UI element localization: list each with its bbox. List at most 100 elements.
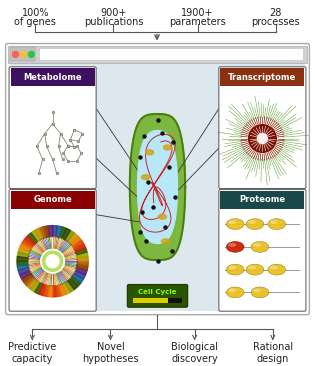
Ellipse shape: [226, 287, 244, 298]
Bar: [11, 68, 95, 86]
Text: of genes: of genes: [14, 17, 56, 27]
Ellipse shape: [253, 288, 261, 292]
Ellipse shape: [270, 266, 278, 270]
Polygon shape: [18, 268, 30, 275]
Ellipse shape: [228, 288, 236, 292]
Ellipse shape: [246, 219, 264, 229]
Circle shape: [257, 134, 267, 143]
Polygon shape: [27, 233, 37, 244]
FancyBboxPatch shape: [6, 44, 309, 315]
Circle shape: [28, 52, 34, 57]
Polygon shape: [35, 283, 43, 294]
Polygon shape: [17, 261, 28, 266]
Polygon shape: [72, 239, 83, 249]
Text: Metabolome: Metabolome: [23, 73, 82, 82]
Polygon shape: [76, 268, 87, 275]
Text: 28: 28: [270, 8, 282, 18]
Ellipse shape: [226, 219, 244, 229]
Ellipse shape: [162, 239, 169, 244]
Bar: [9, 63, 306, 311]
Circle shape: [13, 52, 19, 57]
Polygon shape: [48, 225, 53, 237]
Text: discovery: discovery: [171, 354, 218, 364]
Text: processes: processes: [251, 17, 300, 27]
FancyBboxPatch shape: [219, 190, 306, 311]
Bar: [39, 48, 303, 60]
FancyBboxPatch shape: [127, 284, 188, 307]
Circle shape: [43, 251, 63, 271]
Ellipse shape: [251, 242, 269, 252]
Polygon shape: [20, 271, 31, 279]
Polygon shape: [43, 285, 49, 296]
Polygon shape: [74, 243, 86, 252]
Polygon shape: [31, 230, 40, 242]
Polygon shape: [70, 276, 81, 287]
Polygon shape: [48, 286, 53, 297]
Polygon shape: [17, 265, 29, 270]
Ellipse shape: [142, 175, 150, 180]
Text: design: design: [257, 354, 289, 364]
Polygon shape: [56, 226, 62, 237]
Polygon shape: [59, 227, 66, 238]
Text: Biological: Biological: [171, 342, 218, 352]
Ellipse shape: [228, 266, 236, 270]
Text: Proteome: Proteome: [239, 195, 285, 204]
Text: Cell Cycle: Cell Cycle: [138, 288, 177, 295]
Polygon shape: [77, 257, 88, 261]
Text: parameters: parameters: [169, 17, 226, 27]
Circle shape: [20, 52, 26, 57]
Polygon shape: [72, 274, 83, 283]
Polygon shape: [138, 131, 177, 243]
Text: capacity: capacity: [12, 354, 53, 364]
Text: Predictive: Predictive: [8, 342, 56, 352]
Ellipse shape: [146, 150, 153, 155]
Polygon shape: [62, 283, 71, 294]
Ellipse shape: [158, 214, 166, 219]
Polygon shape: [39, 227, 46, 238]
Circle shape: [46, 255, 59, 268]
FancyBboxPatch shape: [9, 67, 96, 188]
Ellipse shape: [268, 264, 286, 275]
Polygon shape: [18, 247, 30, 255]
FancyBboxPatch shape: [219, 67, 306, 188]
Polygon shape: [31, 281, 40, 292]
Text: Transcriptome: Transcriptome: [228, 73, 296, 82]
Polygon shape: [76, 247, 87, 255]
Ellipse shape: [248, 220, 256, 224]
Polygon shape: [24, 236, 35, 246]
Polygon shape: [65, 281, 74, 292]
Text: publications: publications: [84, 17, 143, 27]
Text: Rational: Rational: [253, 342, 293, 352]
Text: 900+: 900+: [100, 8, 127, 18]
Bar: [11, 191, 95, 209]
Ellipse shape: [248, 266, 256, 270]
Polygon shape: [77, 261, 88, 266]
Polygon shape: [53, 286, 57, 297]
Ellipse shape: [268, 219, 286, 229]
Polygon shape: [59, 284, 66, 296]
Circle shape: [249, 125, 276, 152]
Ellipse shape: [246, 264, 264, 275]
Bar: [133, 298, 169, 303]
Polygon shape: [65, 230, 74, 242]
Circle shape: [41, 249, 65, 273]
Polygon shape: [74, 271, 86, 279]
Polygon shape: [22, 239, 33, 249]
Polygon shape: [39, 284, 46, 296]
FancyBboxPatch shape: [9, 190, 96, 311]
Text: hypotheses: hypotheses: [82, 354, 139, 364]
Polygon shape: [22, 274, 33, 283]
Polygon shape: [56, 285, 62, 296]
Text: Novel: Novel: [97, 342, 124, 352]
Ellipse shape: [270, 220, 278, 224]
Polygon shape: [27, 279, 37, 290]
Bar: [8, 45, 307, 63]
Bar: [220, 191, 304, 209]
Polygon shape: [17, 252, 29, 258]
Polygon shape: [130, 114, 185, 260]
Text: 1900+: 1900+: [181, 8, 214, 18]
Text: Genome: Genome: [33, 195, 72, 204]
Polygon shape: [17, 257, 28, 261]
Ellipse shape: [228, 220, 236, 224]
Polygon shape: [53, 225, 57, 237]
